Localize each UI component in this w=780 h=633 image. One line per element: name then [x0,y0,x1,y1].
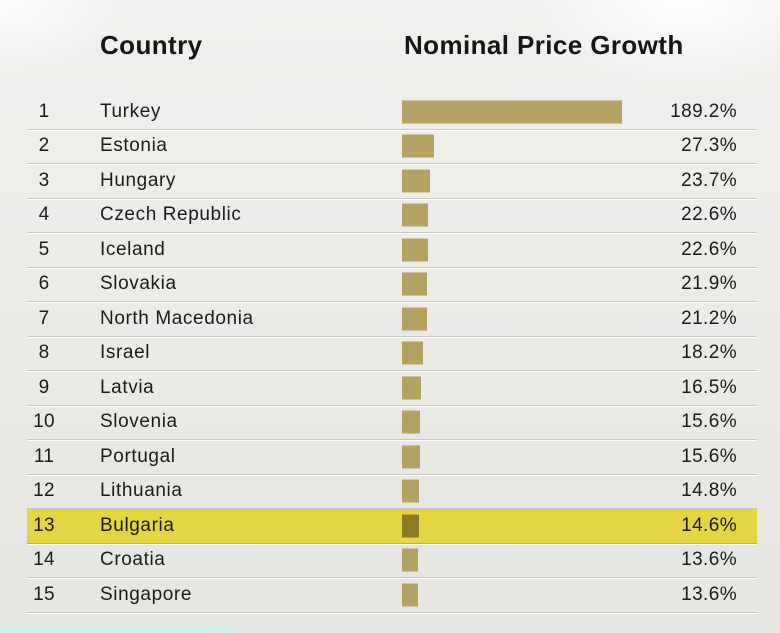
percentage-cell: 14.6% [681,514,737,536]
value-bar [402,583,418,607]
percentage-cell: 15.6% [681,445,737,467]
country-cell: Latvia [100,376,155,398]
percentage-cell: 15.6% [681,411,737,433]
bar-cell [402,406,632,440]
rank-cell: 8 [38,342,50,364]
rank-cell: 10 [33,411,55,433]
table-row: 13 Bulgaria 14.6% [27,509,757,544]
percentage-cell: 21.9% [681,273,737,295]
value-bar [402,100,622,124]
bar-cell [402,199,632,233]
country-cell: Hungary [100,169,177,191]
table-row: 7 North Macedonia 21.2% [27,302,757,337]
country-cell: Slovenia [100,411,178,433]
table-row: 3 Hungary 23.7% [27,164,757,199]
percentage-cell: 22.6% [681,204,737,226]
country-cell: Croatia [100,549,166,571]
bar-cell [402,578,632,612]
bar-cell [402,233,632,267]
country-cell: Iceland [100,238,166,260]
table-row: 2 Estonia 27.3% [27,130,757,164]
rank-cell: 13 [33,514,55,536]
bar-cell [402,509,632,543]
table-row: 10 Slovenia 15.6% [27,406,757,440]
percentage-cell: 18.2% [681,342,737,364]
value-bar [402,238,428,262]
bar-cell [402,268,632,302]
rank-cell: 5 [38,238,50,260]
percentage-cell: 21.2% [681,307,737,329]
percentage-cell: 23.7% [681,169,737,191]
rank-cell: 15 [33,583,55,605]
value-bar [402,341,423,365]
percentage-cell: 13.6% [681,549,737,571]
table-row: 8 Israel 18.2% [27,337,757,371]
rank-cell: 9 [38,376,50,398]
country-cell: Slovakia [100,273,177,295]
value-bar [402,203,428,227]
country-cell: Estonia [100,135,168,157]
rank-cell: 11 [33,445,55,467]
table-row: 1 Turkey 189.2% [27,95,757,130]
table-row: 15 Singapore 13.6% [27,578,757,613]
value-bar [402,307,427,331]
value-bar [402,376,421,400]
country-cell: North Macedonia [100,307,254,329]
table-row: 6 Slovakia 21.9% [27,268,757,302]
bar-cell [402,371,632,405]
rank-cell: 7 [38,307,50,329]
country-cell: Czech Republic [100,204,242,226]
growth-column-header: Nominal Price Growth [404,30,684,60]
table-row: 11 Portugal 15.6% [27,440,757,475]
value-bar [402,445,420,469]
bar-cell [402,544,632,578]
rank-cell: 14 [33,549,55,571]
percentage-cell: 189.2% [670,100,737,122]
bar-cell [402,475,632,509]
country-cell: Israel [100,342,151,364]
rank-cell: 2 [38,135,50,157]
bar-cell [402,164,632,198]
value-bar [402,134,434,158]
bar-cell [402,337,632,371]
bar-cell [402,440,632,474]
table-row: 4 Czech Republic 22.6% [27,199,757,233]
rank-cell: 3 [38,169,50,191]
country-cell: Portugal [100,445,176,467]
bar-cell [402,130,632,164]
bar-cell [402,302,632,336]
country-cell: Lithuania [100,480,183,502]
bar-cell [402,95,632,129]
country-cell: Singapore [100,583,193,605]
bottom-edge-strip [0,627,237,633]
percentage-cell: 27.3% [681,135,737,157]
table-row: 14 Croatia 13.6% [27,544,757,578]
table-header: Country Nominal Price Growth [0,30,780,64]
table-row: 9 Latvia 16.5% [27,371,757,406]
rank-cell: 6 [38,273,50,295]
table-row: 5 Iceland 22.6% [27,233,757,268]
value-bar [402,169,430,193]
percentage-cell: 14.8% [681,480,737,502]
rank-cell: 12 [33,480,55,502]
percentage-cell: 13.6% [681,583,737,605]
value-bar [402,479,419,503]
table-rows: 1 Turkey 189.2% 2 Estonia 27.3% 3 Hungary 23.7% 4… [27,95,757,613]
table-row: 12 Lithuania 14.8% [27,475,757,509]
value-bar [402,410,420,434]
rank-cell: 4 [38,204,50,226]
country-column-header: Country [100,30,203,60]
value-bar [402,272,427,296]
country-cell: Bulgaria [100,514,175,536]
percentage-cell: 16.5% [681,376,737,398]
value-bar [402,548,418,572]
percentage-cell: 22.6% [681,238,737,260]
rank-cell: 1 [38,100,50,122]
value-bar [402,514,419,538]
country-cell: Turkey [100,100,161,122]
